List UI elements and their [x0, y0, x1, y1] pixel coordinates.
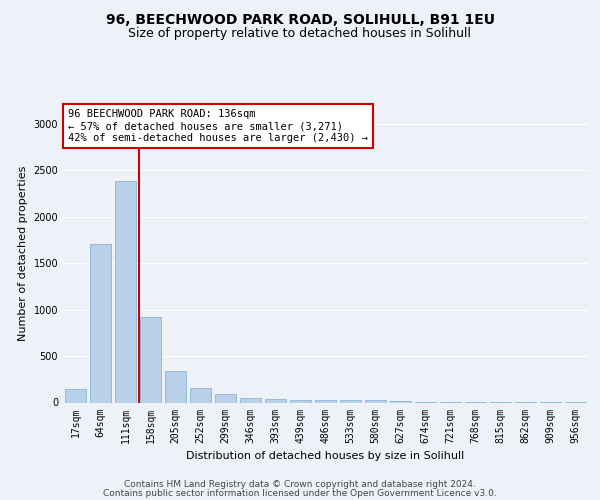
Bar [190, 388, 211, 402]
X-axis label: Distribution of detached houses by size in Solihull: Distribution of detached houses by size … [187, 451, 464, 461]
Bar [265, 399, 286, 402]
Text: 96, BEECHWOOD PARK ROAD, SOLIHULL, B91 1EU: 96, BEECHWOOD PARK ROAD, SOLIHULL, B91 1… [106, 12, 494, 26]
Bar [290, 400, 311, 402]
Text: Contains public sector information licensed under the Open Government Licence v3: Contains public sector information licen… [103, 488, 497, 498]
Bar [65, 390, 86, 402]
Bar [115, 181, 136, 402]
Bar [315, 400, 336, 402]
Bar [140, 317, 161, 402]
Bar [165, 371, 186, 402]
Bar [215, 394, 236, 402]
Bar [90, 244, 111, 402]
Bar [340, 400, 361, 402]
Bar [390, 401, 411, 402]
Text: Size of property relative to detached houses in Solihull: Size of property relative to detached ho… [128, 28, 472, 40]
Bar [365, 400, 386, 402]
Text: 96 BEECHWOOD PARK ROAD: 136sqm
← 57% of detached houses are smaller (3,271)
42% : 96 BEECHWOOD PARK ROAD: 136sqm ← 57% of … [68, 110, 368, 142]
Text: Contains HM Land Registry data © Crown copyright and database right 2024.: Contains HM Land Registry data © Crown c… [124, 480, 476, 489]
Y-axis label: Number of detached properties: Number of detached properties [18, 166, 28, 342]
Bar [240, 398, 261, 402]
